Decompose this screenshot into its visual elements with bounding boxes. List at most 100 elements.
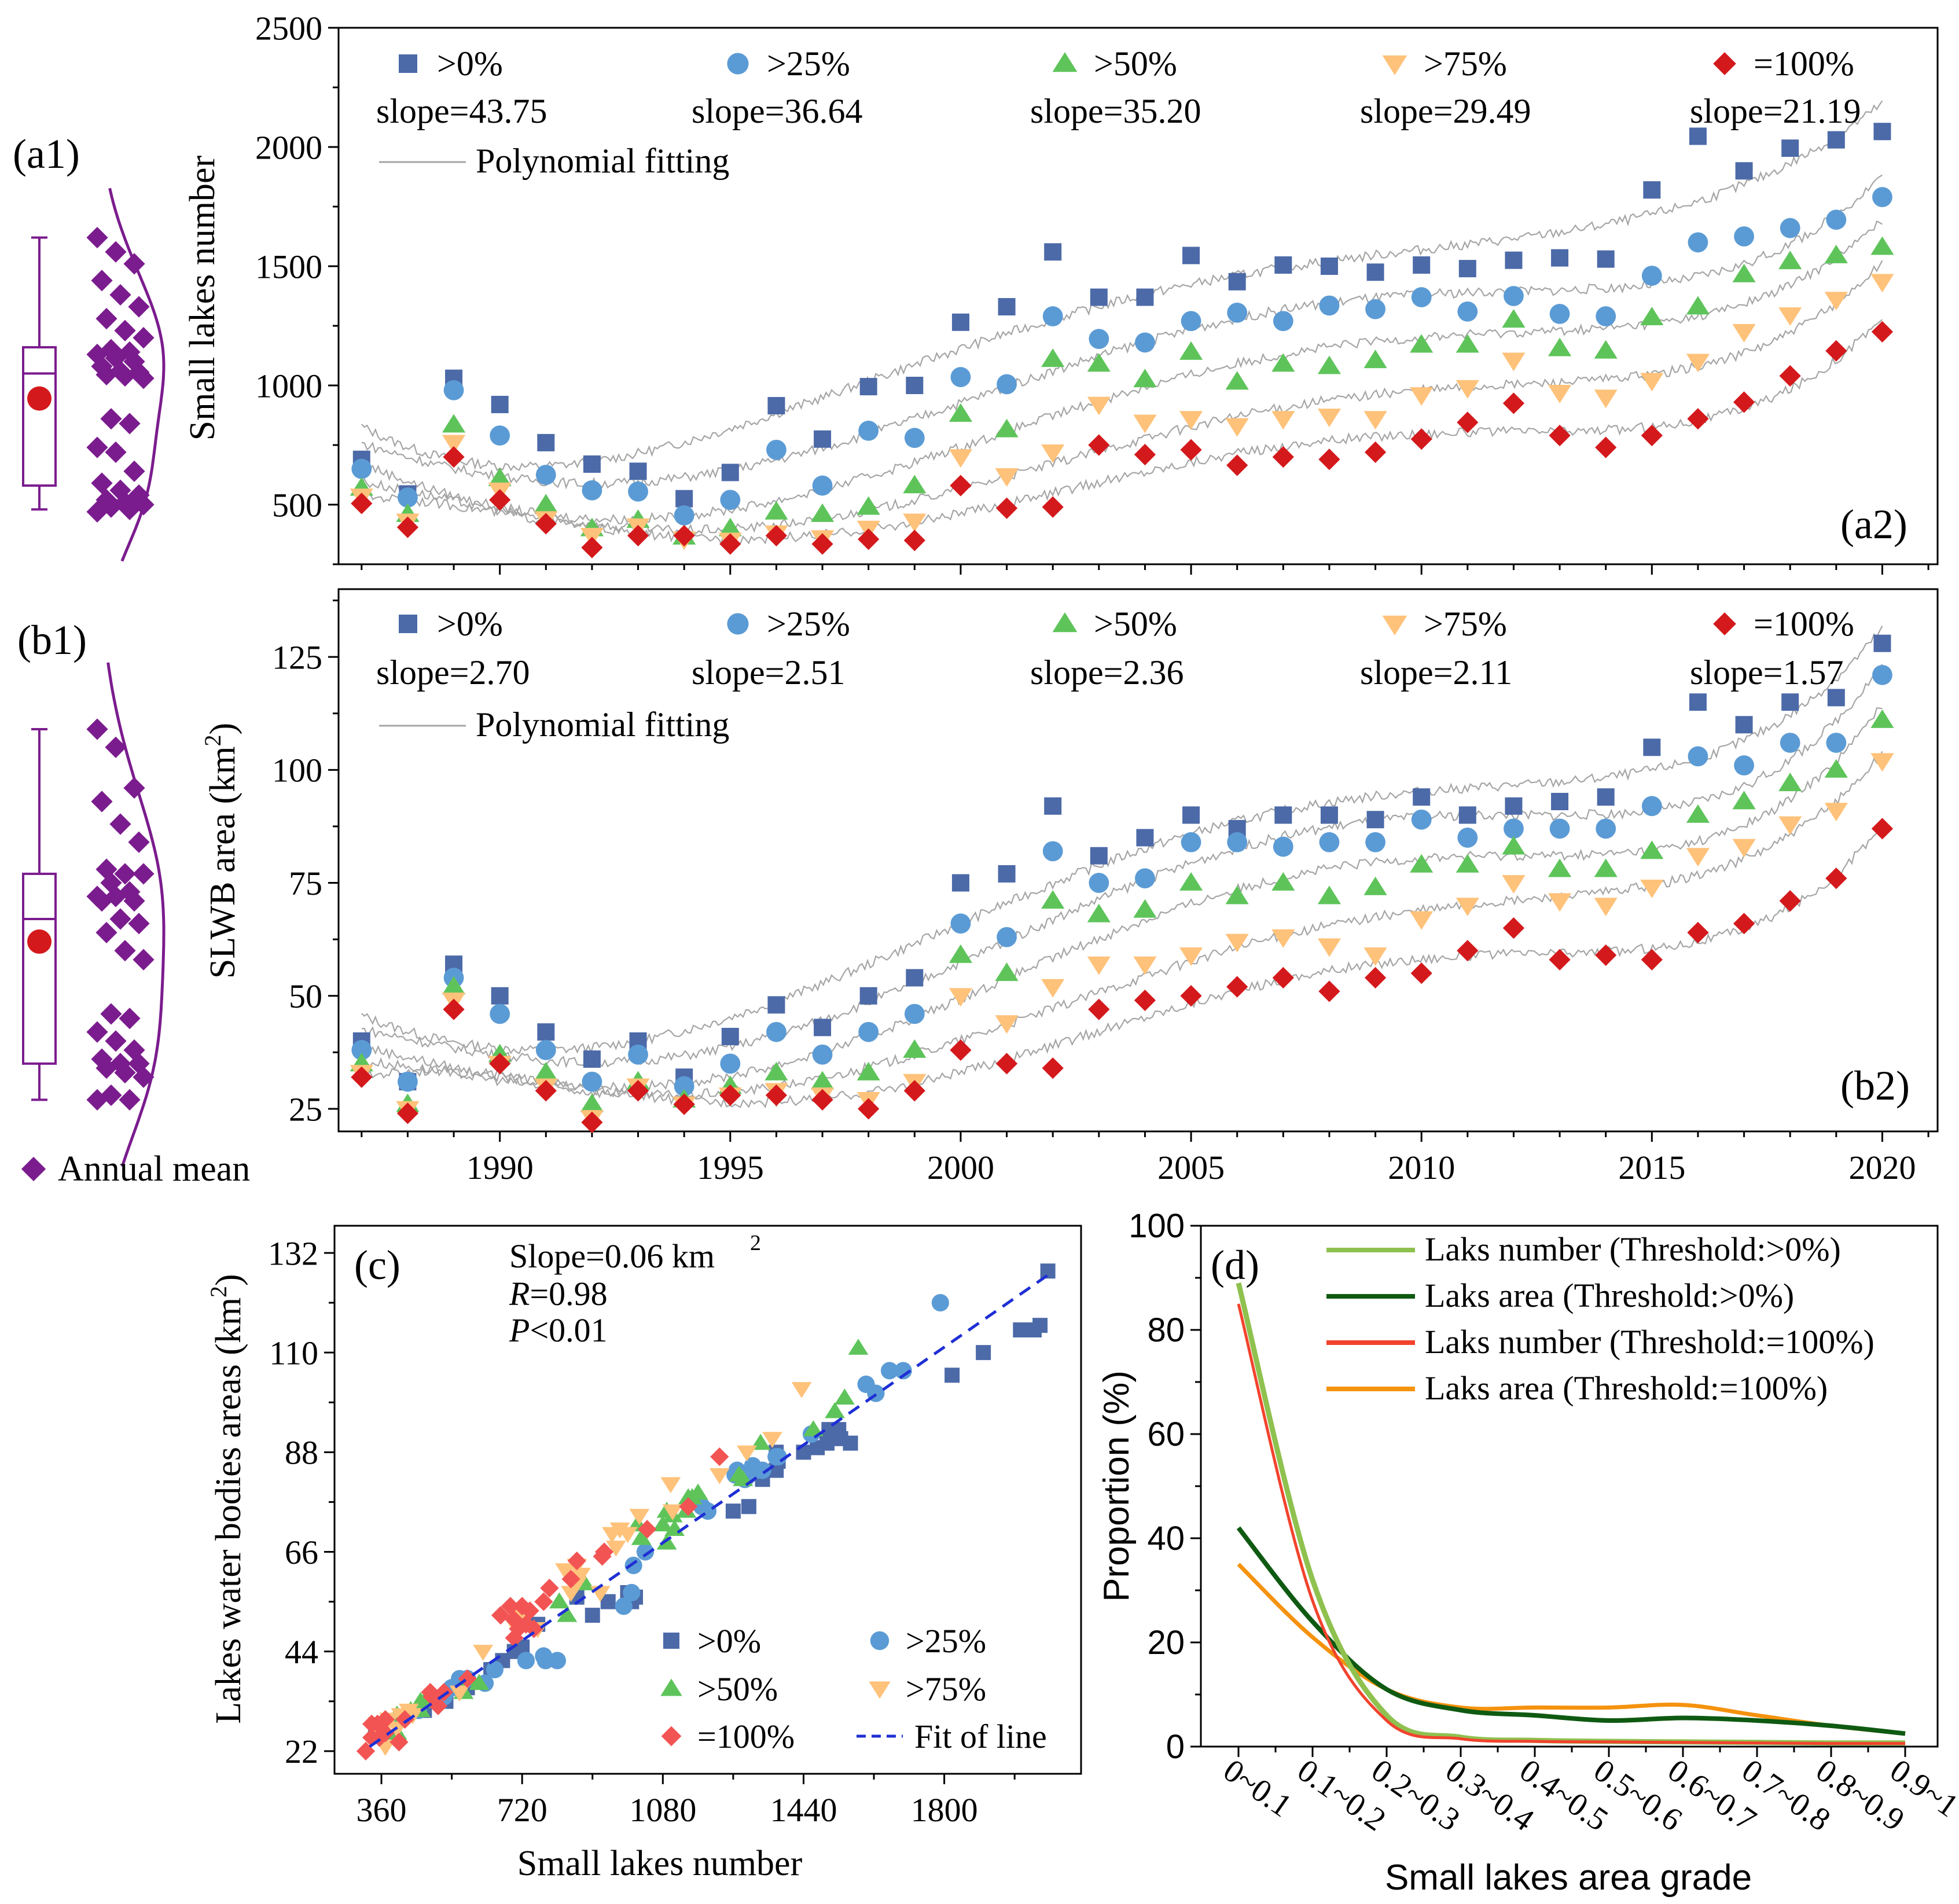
data-point <box>1549 424 1571 447</box>
data-point <box>555 1563 575 1579</box>
series-1 <box>351 187 1892 525</box>
data-point <box>1549 304 1570 324</box>
fit-curve-1 <box>361 174 1883 490</box>
data-point <box>1032 1318 1048 1333</box>
data-point <box>1502 836 1526 855</box>
series-line-2 <box>1237 1303 1906 1745</box>
data-point <box>1824 759 1848 778</box>
data-point <box>627 1080 649 1102</box>
data-point <box>688 1483 708 1500</box>
data-point <box>1640 373 1664 392</box>
data-point <box>1502 309 1526 328</box>
legend-annual-mean-label: Annual mean <box>58 1149 250 1189</box>
data-point <box>1735 162 1753 180</box>
data-point <box>1133 956 1157 975</box>
data-point <box>767 996 785 1014</box>
x-axis-title: Small lakes area grade <box>1385 1858 1752 1898</box>
annual-mean-point <box>95 363 117 386</box>
legend-label: >0% <box>697 1622 761 1660</box>
legend-label: =100% <box>697 1718 795 1755</box>
slope-label: slope=21.19 <box>1690 92 1861 130</box>
y-axis-tick-label: 20 <box>1147 1624 1185 1662</box>
data-point <box>1410 387 1434 406</box>
y-axis-title-close: ) <box>209 1274 248 1286</box>
legend-label: >25% <box>906 1622 986 1660</box>
x-axis-tick-label: 1440 <box>770 1791 837 1829</box>
data-point <box>1688 746 1708 767</box>
data-point <box>950 367 971 387</box>
data-point <box>535 513 557 535</box>
data-point <box>1732 791 1756 810</box>
data-point <box>766 1021 786 1042</box>
data-point <box>1548 337 1572 356</box>
legend-marker <box>1052 52 1078 72</box>
data-point <box>638 1520 657 1539</box>
data-point <box>1319 295 1340 316</box>
data-point <box>1594 389 1618 409</box>
data-point <box>1318 449 1340 471</box>
data-point <box>1871 321 1894 343</box>
data-point <box>1087 353 1111 372</box>
data-point <box>491 987 509 1005</box>
fit-curve-0 <box>361 100 1883 472</box>
slope-label: slope=36.64 <box>692 92 863 130</box>
data-point <box>721 1028 739 1046</box>
data-point <box>995 1015 1019 1034</box>
data-point <box>1734 755 1754 775</box>
data-point <box>1179 341 1203 360</box>
y-axis-tick-label: 125 <box>272 638 322 676</box>
legend-label: =100% <box>1754 605 1854 643</box>
panel-label: (b1) <box>17 617 87 663</box>
annual-mean-point <box>91 791 113 813</box>
data-point <box>583 1050 601 1068</box>
data-point <box>1181 311 1201 332</box>
data-point <box>1456 334 1479 353</box>
annual-mean-point <box>95 921 117 944</box>
data-point <box>1365 299 1385 319</box>
data-point <box>709 1468 730 1484</box>
data-point <box>812 1044 833 1065</box>
data-point <box>1087 956 1111 975</box>
data-point <box>814 1019 832 1036</box>
legend-label: =100% <box>1754 45 1854 83</box>
data-point <box>1363 350 1387 369</box>
x-axis-tick-label: 2015 <box>1618 1149 1685 1186</box>
series-4 <box>351 818 1894 1133</box>
annual-mean-point <box>109 284 131 306</box>
annual-mean-point <box>86 718 108 740</box>
annual-mean-point <box>95 858 117 880</box>
data-point <box>1134 989 1156 1012</box>
y-axis-tick-label: 88 <box>285 1434 318 1472</box>
data-point <box>679 1497 698 1516</box>
data-point <box>1873 123 1891 141</box>
fit-curves-b2 <box>361 626 1883 1109</box>
legend-marker <box>1713 612 1736 635</box>
x-axis-tick-label: 1080 <box>629 1791 696 1829</box>
data-point <box>859 987 877 1005</box>
legend-label: >25% <box>767 45 850 83</box>
slope-label: slope=2.36 <box>1030 653 1184 692</box>
data-point <box>1640 306 1664 325</box>
x-axis-tick-label: 360 <box>356 1791 407 1829</box>
data-point <box>719 533 741 555</box>
p-var: P <box>509 1311 530 1349</box>
data-point <box>765 1061 788 1080</box>
annual-mean-point <box>123 890 145 912</box>
data-point <box>1135 332 1155 353</box>
annual-mean-point <box>119 413 141 435</box>
data-point <box>1781 693 1799 711</box>
data-point <box>1458 260 1476 278</box>
data-point <box>1643 181 1661 199</box>
legend-label: Laks number (Threshold:=100%) <box>1425 1323 1875 1361</box>
data-point <box>976 1345 991 1361</box>
data-point <box>1366 263 1384 281</box>
data-point <box>1732 263 1756 282</box>
data-point <box>1549 949 1571 971</box>
data-point <box>1458 806 1476 824</box>
data-point <box>428 1696 448 1715</box>
data-point <box>1594 898 1618 917</box>
fit-curve-0 <box>361 626 1883 1054</box>
data-point <box>1778 307 1802 326</box>
data-point <box>1504 818 1524 839</box>
data-point <box>857 1061 880 1080</box>
